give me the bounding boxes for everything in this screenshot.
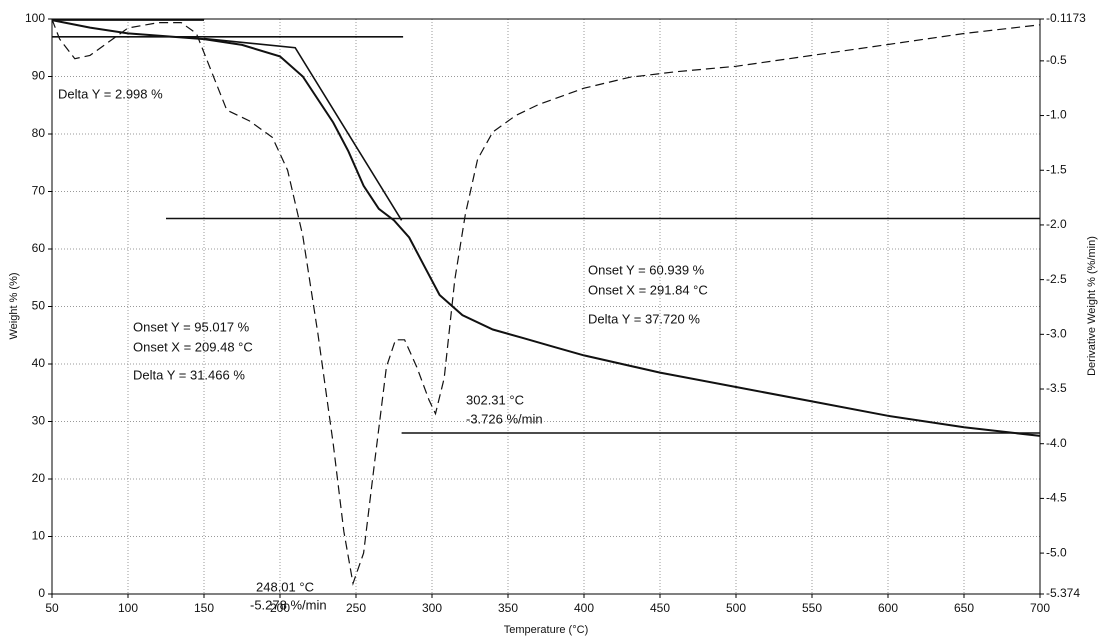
y2-tick-label: -2.5 [1046, 272, 1067, 286]
y-tick-label: 40 [32, 356, 46, 370]
y2-axis-label: Derivative Weight % (%/min) [1086, 236, 1098, 376]
annotation: Delta Y = 37.720 % [588, 311, 700, 326]
x-tick-label: 650 [954, 601, 974, 615]
y2-tick-label: -5.374 [1046, 586, 1080, 600]
y-tick-label: 0 [38, 586, 45, 600]
x-tick-label: 100 [118, 601, 138, 615]
x-tick-label: 150 [194, 601, 214, 615]
y-tick-label: 50 [32, 299, 46, 313]
y-tick-label: 100 [25, 11, 45, 25]
y2-tick-label: -0.5 [1046, 53, 1067, 67]
x-tick-label: 300 [422, 601, 442, 615]
x-tick-label: 600 [878, 601, 898, 615]
y-tick-label: 80 [32, 126, 46, 140]
annotation: Onset Y = 60.939 % [588, 262, 705, 277]
annotation: Delta Y = 31.466 % [133, 367, 245, 382]
annotation: Onset X = 291.84 °C [588, 282, 708, 297]
x-tick-label: 50 [45, 601, 59, 615]
y2-tick-label: -3.0 [1046, 326, 1067, 340]
annotation: Onset X = 209.48 °C [133, 339, 253, 354]
guide-line [204, 39, 402, 221]
x-tick-label: 400 [574, 601, 594, 615]
chart: Temperature (°C) Weight % (%) Derivative… [0, 0, 1102, 640]
y-tick-label: 20 [32, 471, 46, 485]
y-tick-label: 60 [32, 241, 46, 255]
y2-tick-label: -0.1173 [1046, 11, 1086, 25]
y2-tick-label: -4.0 [1046, 436, 1067, 450]
y2-tick-label: -4.5 [1046, 491, 1067, 505]
x-tick-label: 250 [346, 601, 366, 615]
x-tick-label: 700 [1030, 601, 1050, 615]
plot-frame [52, 19, 1040, 594]
annotation: 248.01 °C [256, 579, 314, 594]
y2-tick-label: -1.0 [1046, 108, 1067, 122]
annotation: Delta Y = 2.998 % [58, 86, 163, 101]
x-tick-label: 550 [802, 601, 822, 615]
y2-tick-label: -1.5 [1046, 162, 1067, 176]
annotation: Onset Y = 95.017 % [133, 319, 250, 334]
x-tick-label: 450 [650, 601, 670, 615]
annotation: -3.726 %/min [466, 411, 543, 426]
data-line [52, 19, 1040, 583]
y-tick-label: 70 [32, 184, 46, 198]
y2-tick-label: -5.0 [1046, 545, 1067, 559]
y-tick-label: 10 [32, 529, 46, 543]
annotation: 302.31 °C [466, 392, 524, 407]
x-tick-label: 500 [726, 601, 746, 615]
annotation: -5.278 %/min [250, 597, 327, 612]
x-tick-label: 350 [498, 601, 518, 615]
y-tick-label: 90 [32, 69, 46, 83]
x-axis-label: Temperature (°C) [504, 624, 588, 636]
y-tick-label: 30 [32, 414, 46, 428]
y-axis-label: Weight % (%) [8, 272, 20, 339]
y2-tick-label: -3.5 [1046, 381, 1067, 395]
y2-tick-label: -2.0 [1046, 217, 1067, 231]
